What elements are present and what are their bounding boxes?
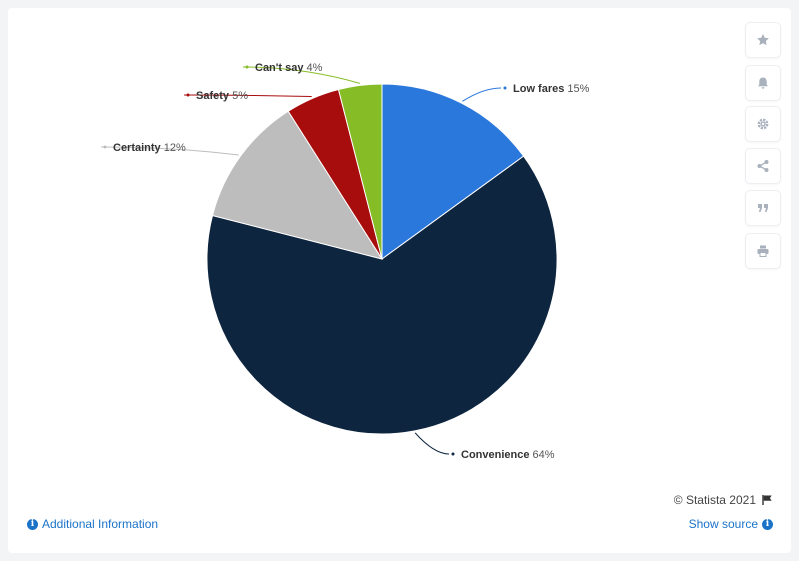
- slice-label-name: Convenience: [461, 449, 533, 461]
- slice-label-value: 12%: [164, 142, 186, 154]
- label-marker: [103, 145, 107, 149]
- slice-label-value: 5%: [232, 90, 248, 102]
- notification-button[interactable]: [745, 65, 781, 101]
- slice-label-value: 64%: [533, 449, 555, 461]
- statista-credit: © Statista 2021: [674, 493, 773, 507]
- pie-slice-low-fares[interactable]: [381, 83, 525, 260]
- info-icon: i: [27, 518, 38, 530]
- gear-icon: [757, 118, 769, 130]
- label-marker: [245, 65, 249, 69]
- additional-information-label: Additional Information: [42, 517, 159, 531]
- pie-slice-certainty[interactable]: [211, 110, 384, 260]
- slice-label: Certainty 12%: [113, 142, 186, 154]
- bell-icon: [758, 77, 768, 89]
- label-connector: [242, 66, 360, 84]
- pie-slice-convenience[interactable]: [206, 155, 558, 435]
- slice-label-name: Low fares: [513, 83, 567, 95]
- label-connector: [414, 432, 450, 455]
- flag-icon[interactable]: [761, 494, 773, 506]
- label-marker: [451, 452, 455, 456]
- slice-label: Safety 5%: [196, 90, 248, 102]
- slice-label-value: 4%: [307, 62, 323, 74]
- share-button[interactable]: [745, 148, 781, 184]
- label-marker: [503, 86, 507, 90]
- slice-label-value: 15%: [567, 83, 589, 95]
- favorite-button[interactable]: [745, 22, 781, 58]
- slice-label-name: Certainty: [113, 142, 164, 154]
- quote-icon: [758, 204, 768, 212]
- settings-button[interactable]: [745, 106, 781, 142]
- credit-text: © Statista 2021: [673, 493, 756, 507]
- pie-slice-can-t-say[interactable]: [337, 83, 383, 260]
- share-icon: [757, 160, 769, 172]
- label-connector: [462, 87, 502, 102]
- star-icon: [757, 34, 769, 46]
- info-icon: i: [762, 518, 773, 530]
- slice-label: Can't say 4%: [255, 62, 323, 74]
- label-marker: [186, 93, 190, 97]
- show-source-label: Show source: [688, 517, 758, 531]
- slice-label-name: Can't say: [255, 62, 307, 74]
- slice-label-name: Safety: [196, 90, 232, 102]
- label-connector: [100, 146, 239, 156]
- cite-button[interactable]: [745, 190, 781, 226]
- slice-label: Low fares 15%: [513, 83, 590, 95]
- show-source-link[interactable]: Show source i: [689, 517, 773, 531]
- print-button[interactable]: [745, 233, 781, 269]
- label-connector: [183, 94, 312, 98]
- slice-label: Convenience 64%: [461, 449, 555, 461]
- print-icon: [757, 245, 769, 257]
- additional-information-link[interactable]: i Additional Information: [27, 517, 158, 531]
